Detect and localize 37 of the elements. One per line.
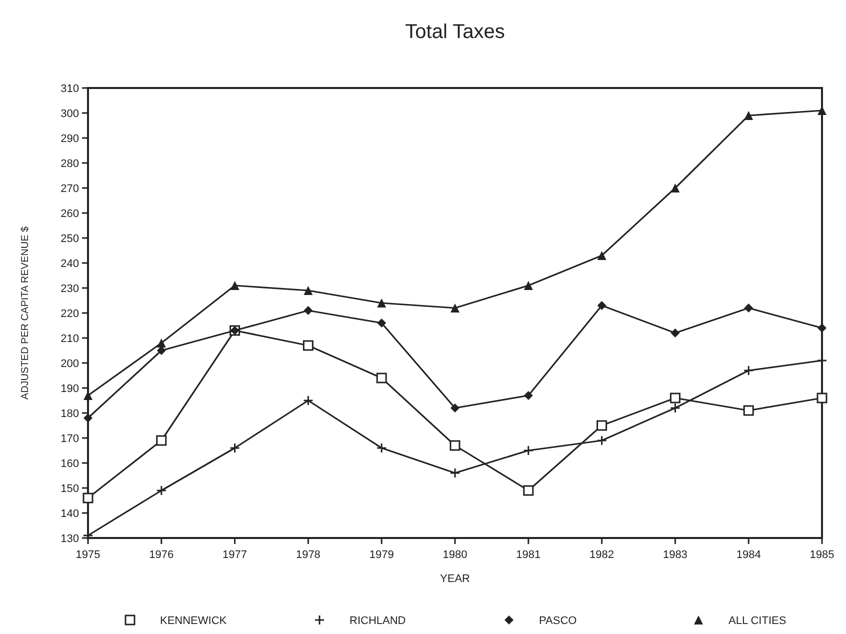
x-axis-title: YEAR [440, 573, 470, 585]
legend-label: RICHLAND [350, 614, 406, 627]
y-tick-label: 140 [60, 508, 79, 520]
y-tick-label: 270 [60, 182, 79, 195]
chart-title: Total Taxes [405, 21, 505, 43]
y-tick-label: 190 [60, 382, 79, 395]
legend-label: KENNEWICK [160, 614, 228, 627]
y-tick-label: 300 [60, 108, 79, 120]
y-tick-label: 260 [60, 208, 79, 220]
y-tick-label: 240 [60, 258, 79, 270]
x-tick-label: 1983 [662, 549, 688, 561]
y-tick-label: 160 [60, 458, 79, 470]
y-tick-label: 250 [60, 232, 79, 245]
y-tick-label: 200 [60, 358, 79, 370]
y-tick-label: 210 [60, 332, 79, 345]
y-tick-label: 220 [60, 308, 79, 320]
y-tick-label: 130 [60, 532, 79, 545]
y-tick-label: 290 [60, 132, 79, 145]
x-tick-label: 1979 [369, 549, 394, 561]
x-tick-label: 1981 [516, 549, 541, 561]
x-tick-label: 1977 [222, 549, 248, 561]
legend-label: PASCO [539, 614, 578, 627]
x-tick-label: 1985 [810, 549, 834, 561]
y-axis-title: ADJUSTED PER CAPITA REVENUE $ [20, 226, 31, 400]
y-tick-label: 180 [60, 408, 79, 420]
y-tick-label: 170 [60, 432, 79, 445]
x-tick-label: 1976 [149, 549, 174, 561]
x-tick-label: 1982 [590, 549, 614, 561]
x-tick-label: 1984 [736, 549, 761, 561]
y-tick-label: 150 [60, 482, 79, 495]
y-tick-label: 310 [60, 82, 79, 95]
x-tick-label: 1978 [296, 549, 320, 561]
x-tick-label: 1975 [76, 549, 100, 561]
x-tick-label: 1980 [442, 549, 468, 561]
y-tick-label: 230 [60, 282, 79, 295]
y-tick-label: 280 [60, 158, 79, 170]
legend-label: ALL CITIES [728, 614, 786, 627]
